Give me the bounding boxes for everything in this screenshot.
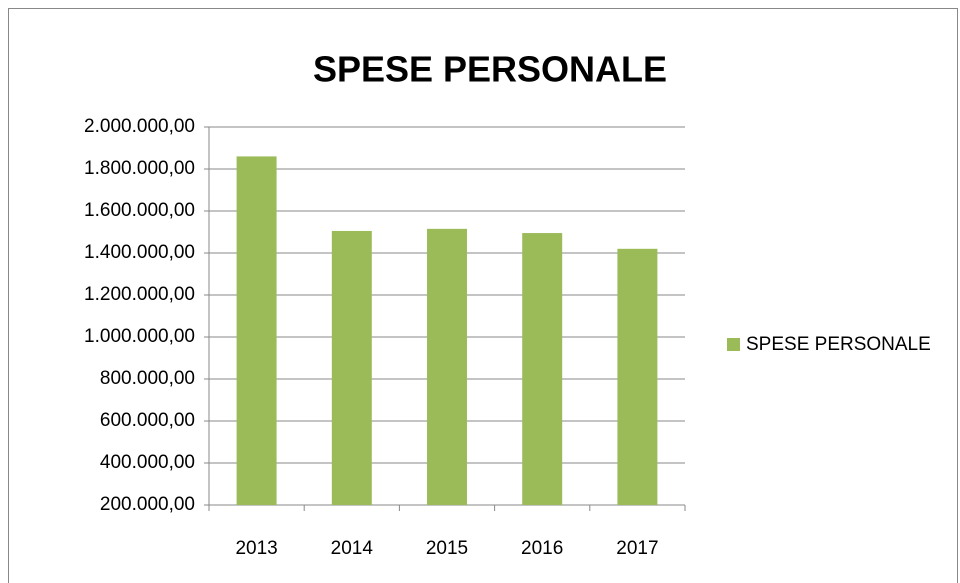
y-tick-label: 1.600.000,00 — [84, 200, 195, 221]
x-tick-label: 2017 — [616, 538, 658, 559]
x-tick-label: 2013 — [235, 538, 277, 559]
chart-title: SPESE PERSONALE — [313, 49, 667, 90]
bar — [331, 230, 372, 505]
y-tick-label: 1.800.000,00 — [84, 158, 195, 179]
chart-frame — [8, 8, 958, 583]
y-tick-label: 800.000,00 — [100, 368, 195, 389]
bar — [522, 233, 563, 506]
bar — [617, 248, 658, 506]
legend-swatch — [727, 338, 740, 351]
legend-label: SPESE PERSONALE — [746, 334, 931, 355]
y-tick-label: 400.000,00 — [100, 452, 195, 473]
bar — [427, 228, 467, 505]
x-tick-label: 2014 — [331, 538, 374, 559]
y-tick-label: 1.400.000,00 — [84, 242, 195, 263]
y-tick-label: 200.000,00 — [100, 494, 195, 515]
y-tick-label: 1.000.000,00 — [84, 326, 195, 347]
y-tick-label: 1.200.000,00 — [84, 284, 195, 305]
x-tick-label: 2016 — [521, 538, 563, 559]
y-tick-label: 2.000.000,00 — [84, 116, 195, 137]
x-tick-label: 2015 — [426, 538, 468, 559]
bar — [236, 156, 277, 505]
y-tick-label: 600.000,00 — [100, 410, 195, 431]
